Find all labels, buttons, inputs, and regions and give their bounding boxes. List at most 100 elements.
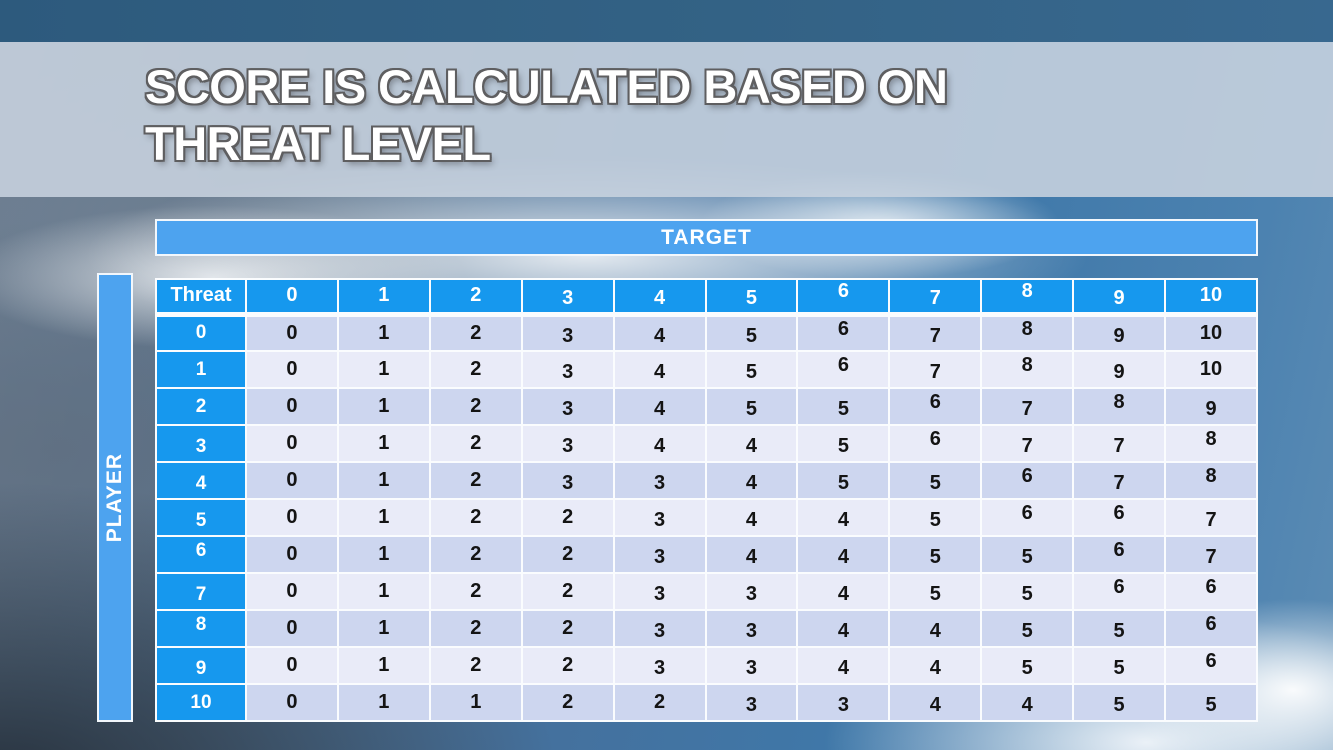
score-value: 10 [1199,358,1223,380]
score-value: 0 [286,543,298,565]
score-cell: 3 [612,572,707,611]
score-value: 6 [1021,465,1033,487]
score-value: 6 [929,391,941,413]
score-value: 2 [470,432,482,454]
score-value: 2 [470,543,482,565]
score-cell: 5 [1072,646,1167,685]
score-value: 8 [1113,391,1125,413]
score-value: 3 [745,583,758,605]
score-value: 6 [837,354,849,376]
score-value: 6 [837,280,849,303]
row-header-cell: 1 [155,350,247,389]
score-value: 5 [745,324,758,347]
score-value: 2 [470,580,482,602]
score-value: 0 [286,358,298,380]
title-banner: Score is calculated based on threat leve… [0,42,1333,197]
score-cell: 2 [428,424,523,463]
score-cell: 5 [704,387,799,426]
score-value: 2 [470,395,482,417]
score-cell: 0 [245,313,339,352]
score-value: 10 [1199,284,1223,307]
score-cell: 2 [428,387,523,426]
score-value: 2 [195,395,207,417]
score-cell: 8 [980,313,1075,352]
score-value: 6 [929,428,941,450]
score-cell: 3 [612,535,707,574]
score-cell: 6 [796,313,891,352]
score-value: 1 [378,284,390,307]
score-value: 5 [745,287,758,310]
score-cell: 6 [888,387,983,426]
score-cell: 2 [612,683,707,722]
score-value: 1 [378,469,390,491]
matrix-data-row: 8 0 1 2 2 3 3 4 4 5 5 6 [155,609,1258,648]
score-value: 4 [745,546,758,568]
score-cell: 5 [888,498,983,537]
score-cell: 1 [336,646,431,685]
score-cell: 4 [796,535,891,574]
score-cell: 2 [520,535,615,574]
score-cell: 3 [612,461,707,500]
score-cell: 2 [520,646,615,685]
row-header-cell: 8 [155,609,247,648]
score-cell: 1 [336,313,431,352]
score-cell: 7 [1072,461,1167,500]
score-cell: 3 [704,683,799,722]
score-value: 1 [378,654,390,676]
score-value: 1 [378,543,390,565]
score-cell: 0 [245,535,339,574]
slide-title-line2: threat level [145,117,491,170]
score-cell: 4 [612,424,707,463]
score-value: 4 [929,657,941,679]
score-cell: 3 [612,646,707,685]
score-value: 3 [562,472,574,494]
matrix-data-row: 7 0 1 2 2 3 3 4 5 5 6 6 [155,572,1258,611]
score-value: 7 [195,583,207,605]
score-cell: 4 [888,683,983,722]
score-value: 2 [562,506,574,528]
score-value: 4 [745,472,758,494]
score-value: 0 [286,432,298,454]
score-cell: 0 [245,683,339,722]
score-value: 7 [929,287,941,310]
row-header-cell: 4 [155,461,247,500]
score-cell: 5 [1164,683,1258,722]
score-cell: 5 [796,424,891,463]
score-cell: 7 [1164,498,1258,537]
score-value: 4 [195,472,207,494]
score-value: 4 [837,509,849,531]
score-value: 5 [1021,583,1033,605]
score-cell: 4 [796,609,891,648]
score-value: 8 [1021,354,1033,376]
score-value: 9 [1113,361,1125,383]
score-value: 3 [837,694,849,716]
score-cell: 2 [520,498,615,537]
score-value: 7 [1205,546,1217,568]
score-value: 1 [378,691,390,713]
score-cell: 3 [520,387,615,426]
score-cell: 8 [1164,461,1258,500]
score-value: 2 [562,691,574,713]
score-cell: 5 [888,461,983,500]
row-header-cell: 6 [155,535,247,574]
score-cell: 4 [704,535,799,574]
score-value: 6 [1205,576,1217,598]
score-value: 9 [1205,398,1217,420]
score-cell: 4 [704,461,799,500]
score-value: 7 [929,361,941,383]
score-value: 1 [378,432,390,454]
score-cell: 7 [1164,535,1258,574]
row-header-cell: 7 [155,572,247,611]
score-cell: 6 [1164,609,1258,648]
score-value: 5 [195,509,207,531]
column-header-cell: 10 [1164,278,1258,317]
column-header-cell: 9 [1072,278,1167,317]
score-cell: 1 [336,572,431,611]
score-cell: 7 [888,350,983,389]
score-value: 2 [470,284,482,307]
score-value: 5 [1205,694,1217,716]
score-cell: 6 [980,461,1075,500]
score-value: 0 [286,284,298,307]
score-cell: 3 [520,313,615,352]
